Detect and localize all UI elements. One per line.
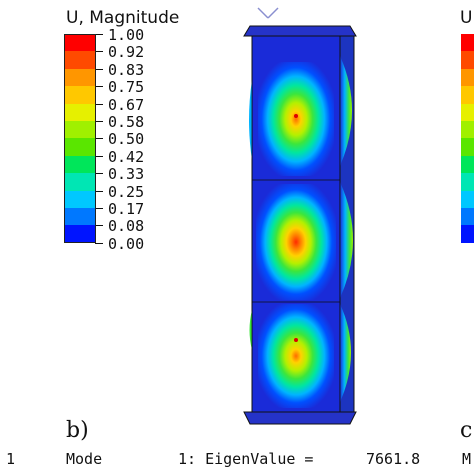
front-bulge-upper: [258, 62, 334, 176]
legend-tick-label: 0.50: [108, 130, 145, 149]
legend-tick: [95, 51, 103, 53]
side-bulge-middle: [340, 182, 353, 298]
eigenvalue-label: 1: EigenValue =: [178, 450, 314, 468]
legend-tick: [95, 34, 103, 35]
legend-row: 0.75: [64, 78, 160, 104]
legend-row: 0.42: [64, 148, 160, 174]
front-bulge-lower: [258, 304, 334, 408]
top-plate: [243, 25, 357, 37]
legend-tick-label: 0.00: [108, 234, 145, 253]
legend-swatch: [64, 208, 96, 226]
legend-right-swatch: [461, 103, 474, 122]
side-bulge-upper: [340, 56, 352, 166]
legend-row: 0.08: [64, 217, 160, 243]
legend-swatch: [64, 34, 96, 52]
legend-swatch: [64, 225, 96, 243]
legend-right-partial: [461, 34, 474, 243]
legend-row: 0.50: [64, 130, 160, 156]
column-edges: [251, 36, 341, 412]
legend-right-swatch: [461, 86, 474, 104]
legend-right-swatch: [461, 208, 474, 226]
legend-row: 1.00: [64, 26, 160, 52]
legend-swatch: [64, 68, 96, 87]
legend-right-swatch: [461, 138, 474, 156]
left-bulge-lower: [249, 310, 252, 350]
legend-tick: [95, 121, 103, 123]
legend-tick-label: 0.33: [108, 165, 145, 184]
legend-right-swatch: [461, 51, 474, 69]
legend-title: U, Magnitude: [66, 8, 180, 28]
legend-tick: [95, 68, 103, 70]
legend-right-swatch: [461, 173, 474, 191]
legend-row: 0.25: [64, 183, 160, 209]
legend-tick: [95, 138, 103, 140]
peak-marker-upper: [294, 114, 298, 118]
legend-swatch: [64, 190, 96, 209]
legend-title-right-fragment: U: [460, 8, 473, 28]
legend-swatch: [64, 121, 96, 139]
legend-row: 0.58: [64, 113, 160, 139]
legend-tick: [95, 242, 103, 244]
legend-right-swatch: [461, 190, 474, 209]
legend-row: 0.67: [64, 96, 160, 122]
legend-tick: [95, 155, 103, 157]
legend-row: 0.17: [64, 200, 160, 226]
mode-label: Mode: [66, 450, 103, 468]
legend-swatch: [64, 103, 96, 122]
legend-tick-label: 0.42: [108, 147, 145, 166]
panel-label-b: b): [66, 418, 89, 443]
legend-swatch: [64, 138, 96, 156]
eigenvalue-number: 7661.8: [366, 450, 421, 468]
legend-tick: [95, 225, 103, 227]
legend-tick-label: 0.25: [108, 182, 145, 201]
color-legend: 1.00 0.92 0.83 0.75 0.67 0.58 0.50 0.42 0.33 0.25…: [64, 26, 160, 253]
legend-tick-label: 0.92: [108, 43, 145, 62]
legend-tick-label: 0.75: [108, 78, 145, 97]
legend-tick-label: 1.00: [108, 26, 145, 44]
legend-swatch: [64, 86, 96, 104]
legend-tick-label: 0.83: [108, 60, 145, 79]
legend-tick: [95, 208, 103, 210]
legend-frame: [64, 34, 96, 243]
legend-right-swatch: [461, 34, 474, 52]
legend-row: 0.33: [64, 165, 160, 191]
legend-tick: [95, 190, 103, 192]
legend-tick-label: 0.17: [108, 200, 145, 219]
axis-triad: [257, 7, 279, 19]
left-bulge-upper: [249, 80, 252, 160]
legend-tick: [95, 173, 103, 175]
legend-right-swatch: [461, 121, 474, 139]
legend-swatch: [64, 51, 96, 69]
legend-right-swatch: [461, 225, 474, 243]
legend-swatch: [64, 155, 96, 174]
legend-row: 0.83: [64, 61, 160, 87]
peak-marker-lower: [294, 338, 298, 342]
legend-tick-label: 0.58: [108, 113, 145, 132]
left-number: 1: [6, 450, 16, 468]
legend-tick: [95, 103, 103, 105]
legend-tick-label: 0.67: [108, 95, 145, 114]
footer-right-fragment: M: [462, 450, 472, 468]
legend-tick-label: 0.08: [108, 217, 145, 236]
panel-label-c: c: [460, 418, 473, 443]
legend-right-swatch: [461, 155, 474, 174]
legend-tick: [95, 86, 103, 88]
legend-row: 0.92: [64, 43, 160, 69]
side-bulge-lower: [340, 304, 351, 402]
front-bulge-middle: [256, 184, 336, 300]
legend-swatch: [64, 173, 96, 191]
legend-right-swatch: [461, 68, 474, 87]
bottom-plate: [243, 411, 357, 425]
